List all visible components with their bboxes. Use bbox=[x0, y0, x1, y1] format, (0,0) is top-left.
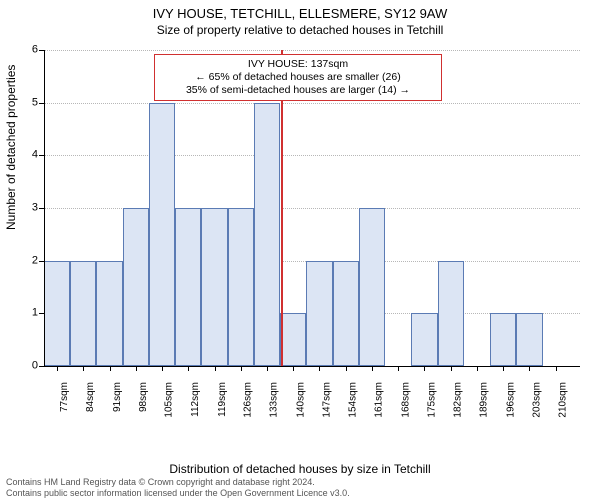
gridline bbox=[44, 50, 580, 51]
x-tick-mark bbox=[372, 366, 373, 371]
annotation-box: IVY HOUSE: 137sqm← 65% of detached house… bbox=[154, 54, 442, 101]
chart-title: IVY HOUSE, TETCHILL, ELLESMERE, SY12 9AW bbox=[0, 6, 600, 21]
fineprint-line2: Contains public sector information licen… bbox=[6, 488, 350, 498]
histogram-bar bbox=[411, 313, 437, 366]
histogram-bar bbox=[96, 261, 122, 366]
x-tick-mark bbox=[293, 366, 294, 371]
x-tick-mark bbox=[451, 366, 452, 371]
x-tick-mark bbox=[319, 366, 320, 371]
annotation-line: 35% of semi-detached houses are larger (… bbox=[163, 84, 433, 97]
y-axis bbox=[44, 50, 45, 366]
x-tick-mark bbox=[477, 366, 478, 371]
histogram-bar bbox=[70, 261, 96, 366]
histogram-bar bbox=[228, 208, 254, 366]
x-tick-mark bbox=[398, 366, 399, 371]
histogram-bar bbox=[201, 208, 227, 366]
fineprint-line1: Contains HM Land Registry data © Crown c… bbox=[6, 477, 315, 487]
plot-area: 012345677sqm84sqm91sqm98sqm105sqm112sqm1… bbox=[44, 50, 580, 420]
x-tick-mark bbox=[241, 366, 242, 371]
histogram-bar bbox=[123, 208, 149, 366]
gridline bbox=[44, 103, 580, 104]
y-tick-label: 6 bbox=[8, 45, 38, 56]
annotation-line: IVY HOUSE: 137sqm bbox=[163, 58, 433, 71]
y-tick-label: 2 bbox=[8, 255, 38, 266]
histogram-bar bbox=[516, 313, 542, 366]
x-tick-mark bbox=[529, 366, 530, 371]
x-tick-mark bbox=[346, 366, 347, 371]
chart-page: IVY HOUSE, TETCHILL, ELLESMERE, SY12 9AW… bbox=[0, 0, 600, 500]
histogram-bar bbox=[438, 261, 464, 366]
y-tick-label: 1 bbox=[8, 308, 38, 319]
plot-wrap: 012345677sqm84sqm91sqm98sqm105sqm112sqm1… bbox=[44, 50, 580, 420]
histogram-bar bbox=[44, 261, 70, 366]
x-tick-mark bbox=[267, 366, 268, 371]
x-tick-mark bbox=[136, 366, 137, 371]
histogram-bar bbox=[149, 103, 175, 366]
gridline bbox=[44, 155, 580, 156]
x-tick-mark bbox=[57, 366, 58, 371]
x-tick-mark bbox=[110, 366, 111, 371]
y-tick-label: 4 bbox=[8, 150, 38, 161]
annotation-line: ← 65% of detached houses are smaller (26… bbox=[163, 71, 433, 84]
x-tick-mark bbox=[503, 366, 504, 371]
x-tick-mark bbox=[83, 366, 84, 371]
histogram-bar bbox=[333, 261, 359, 366]
x-tick-mark bbox=[188, 366, 189, 371]
histogram-bar bbox=[306, 261, 332, 366]
histogram-bar bbox=[359, 208, 385, 366]
histogram-bar bbox=[254, 103, 280, 366]
chart-subtitle: Size of property relative to detached ho… bbox=[0, 23, 600, 37]
x-axis-label: Distribution of detached houses by size … bbox=[0, 462, 600, 476]
y-tick-label: 5 bbox=[8, 97, 38, 108]
x-tick-mark bbox=[162, 366, 163, 371]
fineprint: Contains HM Land Registry data © Crown c… bbox=[6, 477, 594, 498]
x-tick-mark bbox=[215, 366, 216, 371]
histogram-bar bbox=[490, 313, 516, 366]
histogram-bar bbox=[175, 208, 201, 366]
y-tick-label: 3 bbox=[8, 203, 38, 214]
histogram-bar bbox=[280, 313, 306, 366]
x-axis bbox=[44, 366, 580, 367]
x-tick-mark bbox=[556, 366, 557, 371]
x-tick-mark bbox=[424, 366, 425, 371]
y-tick-label: 0 bbox=[8, 361, 38, 372]
